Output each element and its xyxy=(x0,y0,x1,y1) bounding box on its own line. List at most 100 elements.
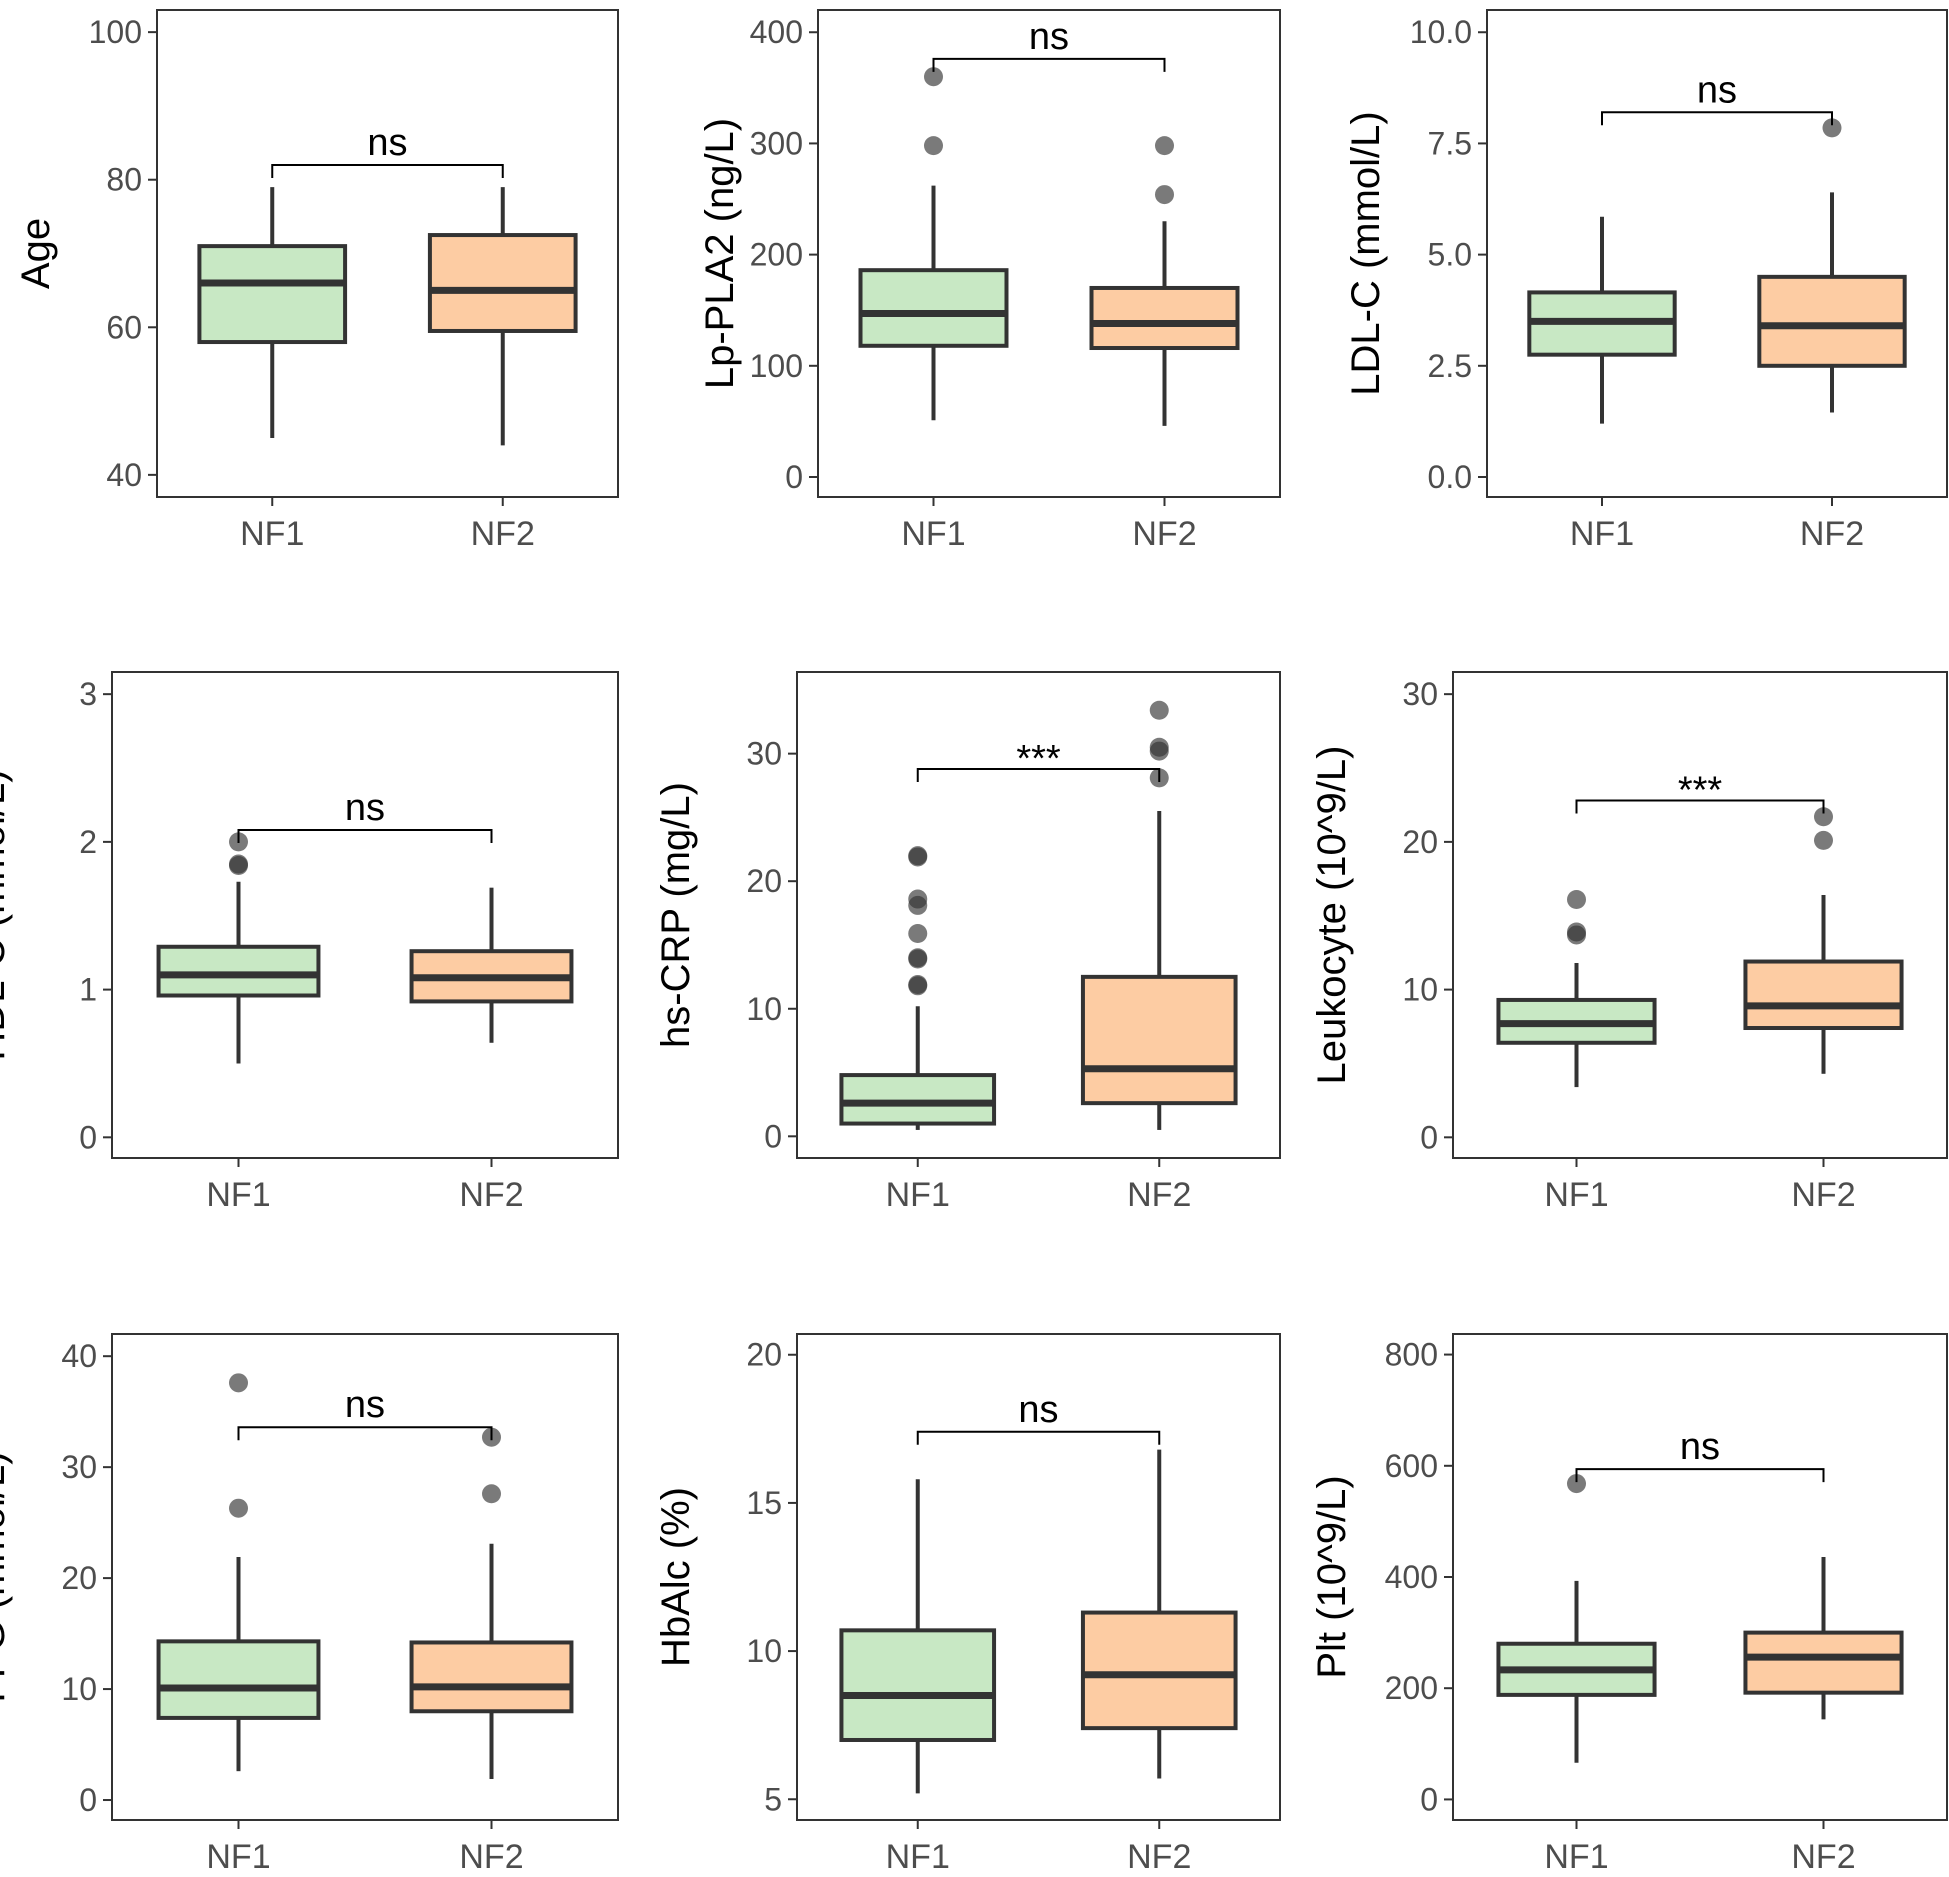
significance-bracket xyxy=(237,829,493,844)
x-category-label: NF1 xyxy=(206,1176,270,1214)
y-tick-label: 200 xyxy=(1385,1670,1438,1706)
x-category-label: NF2 xyxy=(1127,1176,1191,1214)
y-tick-label: 20 xyxy=(746,863,782,899)
panel-frame xyxy=(111,1333,619,1821)
y-axis-title: LDL-C (mmol/L) xyxy=(1344,111,1388,395)
panel-8: 5 10 15 20 HbAlc (%) NF1 NF2 ns xyxy=(654,1333,1281,1876)
y-axis-title: FPG (mmol/L) xyxy=(0,1451,13,1702)
outlier-point xyxy=(924,136,943,156)
y-tick-label: 60 xyxy=(106,309,142,345)
x-category-label: NF2 xyxy=(1791,1838,1855,1876)
y-axis-title: Leukocyte (10^9/L) xyxy=(1310,746,1354,1085)
y-tick-label: 10 xyxy=(1402,972,1438,1008)
outlier-point xyxy=(1155,136,1174,156)
outlier-point xyxy=(229,1498,248,1518)
y-axis-title: HbAlc (%) xyxy=(654,1487,698,1667)
y-tick-label: 30 xyxy=(1402,676,1438,712)
significance-label: *** xyxy=(1016,738,1061,780)
outlier-point xyxy=(1814,830,1833,850)
box-nf2 xyxy=(1743,1630,1904,1695)
significance-bracket xyxy=(916,1430,1161,1445)
y-tick-label: 20 xyxy=(1402,824,1438,860)
significance-label: ns xyxy=(1680,1426,1720,1468)
outlier-point xyxy=(908,846,928,866)
significance-label: ns xyxy=(345,787,385,829)
x-category-label: NF1 xyxy=(901,515,965,553)
panel-9: 0 200 400 600 800 Plt (10^9/L) NF1 NF2 ns xyxy=(1310,1333,1948,1876)
box-nf1 xyxy=(197,244,348,345)
outlier-point xyxy=(1567,922,1586,942)
box-nf2 xyxy=(427,233,578,333)
significance-label: ns xyxy=(1029,16,1069,58)
significance-bracket xyxy=(237,1426,493,1441)
box-nf1 xyxy=(858,268,1009,348)
y-tick-label: 0 xyxy=(1420,1781,1438,1817)
y-tick-label: 5 xyxy=(764,1781,782,1817)
outlier-point xyxy=(1822,118,1842,138)
y-tick-label: 300 xyxy=(750,125,803,161)
box-nf2 xyxy=(1089,285,1240,351)
significance-bracket xyxy=(916,767,1161,782)
panel-7: 0 10 20 30 40 FPG (mmol/L) NF1 NF2 ns xyxy=(0,1333,619,1876)
box-nf1 xyxy=(156,1639,321,1720)
box-nf2 xyxy=(1080,974,1238,1106)
panel-frame xyxy=(817,9,1281,498)
y-axis-title: hs-CRP (mg/L) xyxy=(654,782,698,1048)
y-tick-label: 15 xyxy=(746,1485,782,1521)
outlier-point xyxy=(1814,807,1833,827)
y-tick-label: 20 xyxy=(61,1560,97,1596)
x-category-label: NF2 xyxy=(1800,515,1864,553)
y-tick-label: 0 xyxy=(785,459,803,495)
outlier-point xyxy=(924,67,943,87)
panel-frame xyxy=(1452,1333,1948,1821)
y-axis-title: Age xyxy=(14,218,58,289)
outlier-point xyxy=(908,923,928,943)
outlier-point xyxy=(908,889,928,909)
y-tick-label: 10.0 xyxy=(1410,14,1472,50)
significance-label: *** xyxy=(1678,770,1723,812)
box-nf2 xyxy=(1743,959,1904,1031)
outlier-point xyxy=(1567,1474,1586,1494)
y-axis-title: Lp-PLA2 (ng/L) xyxy=(698,118,742,389)
y-tick-label: 0 xyxy=(79,1119,97,1155)
y-axis-title: Plt (10^9/L) xyxy=(1310,1475,1354,1678)
significance-label: ns xyxy=(345,1384,385,1426)
significance-label: ns xyxy=(1018,1389,1058,1431)
box-nf1 xyxy=(156,944,321,998)
box-nf2 xyxy=(1080,1610,1238,1731)
outlier-point xyxy=(1149,700,1169,720)
x-category-label: NF2 xyxy=(459,1176,523,1214)
outlier-point xyxy=(1149,737,1169,757)
panel-2: 0 100 200 300 400 Lp-PLA2 (ng/L) NF1 NF2 ns xyxy=(698,9,1281,553)
y-tick-label: 1 xyxy=(79,972,97,1008)
y-tick-label: 10 xyxy=(746,991,782,1027)
outlier-point xyxy=(908,948,928,968)
panel-4: 0 1 2 3 HDL-C (mmol/L) NF1 NF2 ns xyxy=(0,671,619,1214)
significance-label: ns xyxy=(1697,69,1737,111)
y-tick-label: 10 xyxy=(61,1671,97,1707)
significance-bracket xyxy=(1575,799,1825,814)
panel-1: 40 60 80 100 Age NF1 NF2 ns xyxy=(14,9,619,553)
box-nf1 xyxy=(839,1628,997,1742)
significance-bracket xyxy=(1575,1468,1825,1483)
panel-frame xyxy=(111,671,619,1159)
x-category-label: NF2 xyxy=(459,1838,523,1876)
panel-frame xyxy=(1486,9,1948,498)
y-tick-label: 0 xyxy=(764,1118,782,1154)
y-tick-label: 7.5 xyxy=(1428,125,1472,161)
outlier-point xyxy=(229,854,248,874)
outlier-point xyxy=(482,1484,501,1504)
y-tick-label: 5.0 xyxy=(1428,237,1472,273)
y-tick-label: 0 xyxy=(1420,1119,1438,1155)
y-tick-label: 0.0 xyxy=(1428,459,1472,495)
x-category-label: NF1 xyxy=(206,1838,270,1876)
box-nf1 xyxy=(839,1073,997,1126)
y-tick-label: 100 xyxy=(89,14,142,50)
y-tick-label: 40 xyxy=(61,1338,97,1374)
x-category-label: NF1 xyxy=(886,1176,950,1214)
outlier-point xyxy=(229,1373,248,1393)
y-tick-label: 10 xyxy=(746,1633,782,1669)
y-tick-label: 40 xyxy=(106,457,142,493)
y-tick-label: 30 xyxy=(746,736,782,772)
